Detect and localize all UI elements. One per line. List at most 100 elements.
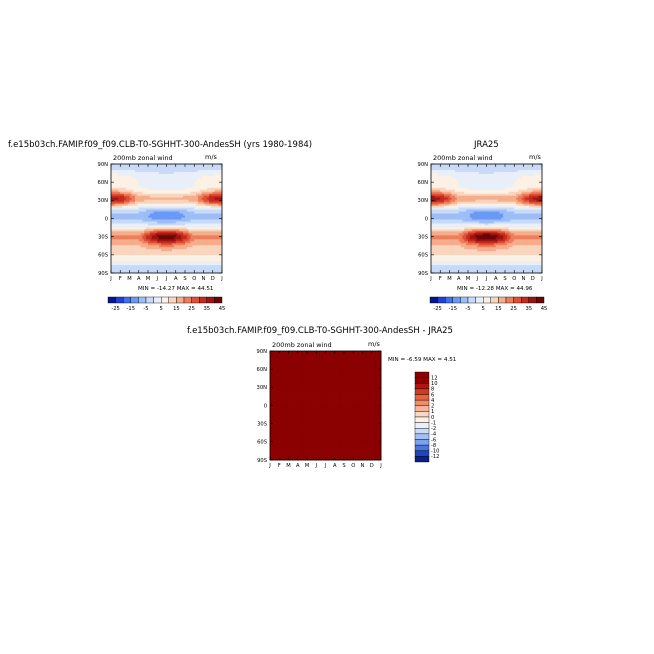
field-cell [181, 271, 184, 274]
field-cell [434, 247, 437, 250]
field-cell [155, 193, 158, 197]
field-cell [449, 269, 452, 272]
field-cell [112, 193, 116, 197]
field-cell [140, 183, 143, 187]
field-cell [172, 213, 175, 216]
field-cell [197, 225, 201, 228]
field-cell [120, 243, 123, 246]
field-cell [480, 175, 484, 179]
field-cell [133, 253, 136, 256]
field-cell [172, 269, 175, 272]
field-cell [196, 197, 199, 201]
field-cell [129, 207, 132, 210]
field-cell [473, 191, 476, 195]
field-cell [464, 213, 467, 216]
field-cell [475, 235, 478, 238]
field-cell [140, 217, 143, 220]
field-cell [181, 165, 184, 169]
field-cell [480, 271, 484, 274]
field-cell [220, 189, 223, 193]
field-cell [164, 253, 167, 256]
field-cell [183, 267, 186, 270]
field-cell [471, 255, 474, 258]
field-cell [164, 217, 167, 220]
field-cell [122, 253, 125, 256]
field-cell [468, 221, 471, 224]
field-cell [185, 263, 188, 266]
field-cell [440, 197, 443, 201]
field-cell [194, 241, 197, 244]
field-cell [455, 245, 458, 248]
field-cell [166, 225, 169, 228]
field-cell [188, 253, 191, 256]
field-cell [471, 189, 474, 193]
field-cell [214, 261, 217, 264]
field-cell [116, 245, 119, 248]
field-cell [192, 165, 195, 169]
field-cell [451, 181, 454, 185]
field-cell [210, 217, 214, 220]
field-cell [149, 247, 153, 250]
field-cell [123, 229, 127, 232]
field-cell [173, 231, 177, 234]
field-cell [209, 167, 212, 171]
field-cell [135, 209, 138, 212]
field-cell [458, 179, 461, 183]
field-cell [185, 269, 188, 272]
field-cell [431, 201, 434, 204]
field-cell [170, 187, 173, 191]
field-cell [479, 233, 482, 236]
field-cell [140, 177, 143, 181]
field-cell [153, 217, 156, 220]
field-cell [455, 225, 458, 228]
field-cell [118, 181, 121, 185]
field-cell [136, 193, 140, 197]
field-cell [177, 193, 180, 197]
field-cell [218, 171, 221, 175]
field-cell [162, 271, 165, 274]
field-cell [125, 241, 128, 244]
field-cell [434, 235, 437, 238]
field-cell [443, 171, 447, 175]
field-cell [479, 223, 482, 226]
field-cell [473, 187, 476, 191]
field-cell [114, 241, 117, 244]
field-cell [466, 205, 469, 208]
field-cell [111, 257, 114, 260]
field-cell [462, 209, 465, 212]
field-cell [442, 173, 445, 177]
field-cell [447, 203, 450, 206]
field-cell [135, 173, 138, 177]
field-cell [468, 225, 471, 228]
field-cell [480, 233, 484, 236]
field-cell [116, 269, 119, 272]
field-cell [436, 183, 439, 187]
field-cell [473, 211, 476, 214]
field-cell [148, 245, 151, 248]
field-cell [118, 215, 121, 218]
field-cell [479, 217, 482, 220]
field-cell [436, 259, 439, 262]
field-cell [166, 217, 169, 220]
field-cell [114, 195, 117, 199]
field-cell [218, 251, 221, 254]
field-cell [190, 235, 193, 238]
field-cell [203, 241, 206, 244]
field-cell [142, 269, 145, 272]
field-cell [123, 251, 127, 254]
field-cell [111, 179, 114, 183]
field-cell [162, 261, 165, 264]
field-cell [153, 255, 156, 258]
field-cell [475, 217, 478, 220]
field-cell [175, 245, 178, 248]
field-cell [436, 269, 439, 272]
field-cell [157, 229, 160, 232]
field-cell [127, 219, 130, 222]
field-cell [216, 221, 219, 224]
field-cell [144, 265, 147, 268]
field-cell [185, 241, 188, 244]
field-cell [482, 195, 485, 199]
field-cell [477, 223, 480, 226]
field-cell [475, 209, 478, 212]
field-cell [194, 269, 197, 272]
